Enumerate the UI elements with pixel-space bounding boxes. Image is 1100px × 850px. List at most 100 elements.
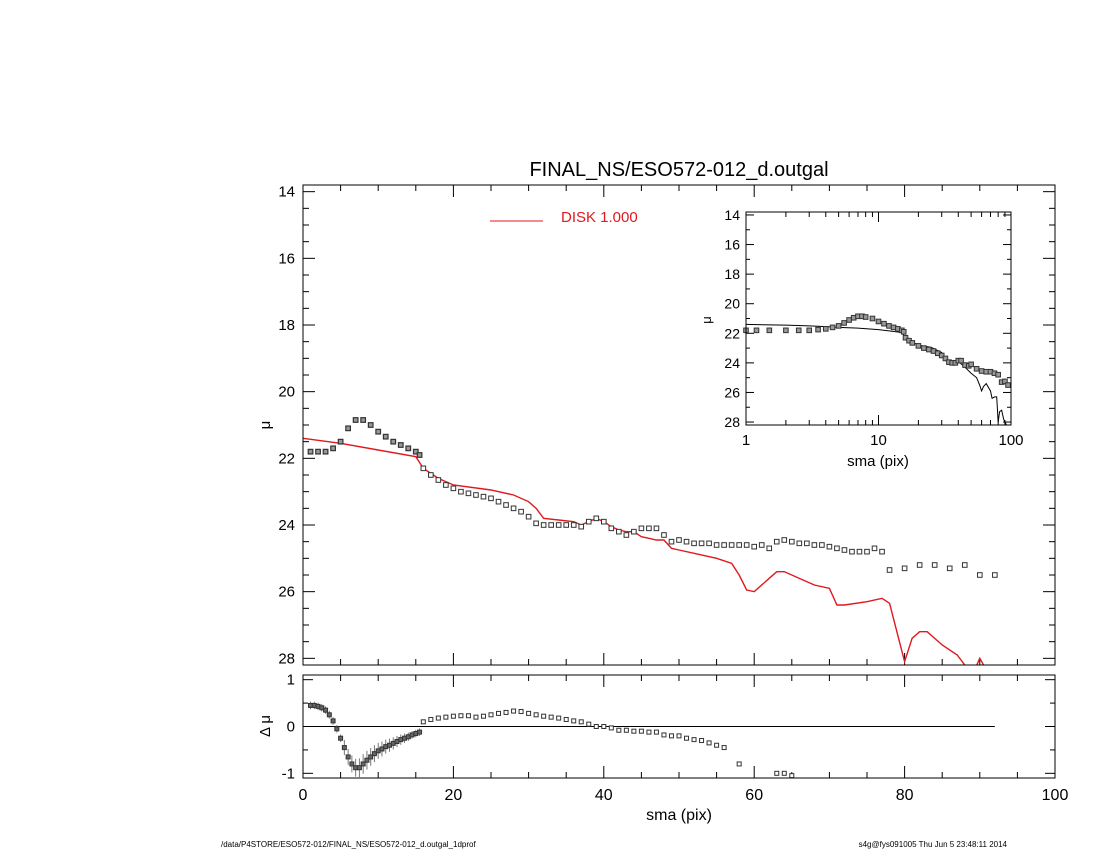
residual-point xyxy=(533,712,539,718)
profile-point xyxy=(465,490,472,497)
profile-point xyxy=(533,520,539,527)
residual-point xyxy=(638,728,644,734)
profile-point xyxy=(992,572,998,578)
profile-point xyxy=(495,498,502,505)
profile-point xyxy=(563,522,570,528)
residual-point xyxy=(488,712,494,718)
profile-point xyxy=(473,492,479,498)
profile-point xyxy=(871,545,878,552)
profile-point xyxy=(616,528,622,535)
residual-point xyxy=(706,740,712,746)
inset-profile-point xyxy=(815,326,821,333)
residual-point xyxy=(420,719,426,725)
profile-point xyxy=(736,542,742,548)
profile-point xyxy=(781,537,788,543)
main-y-tick-label: 24 xyxy=(278,517,295,534)
residual-point xyxy=(326,712,332,718)
residual-point xyxy=(360,761,366,767)
residual-point xyxy=(714,742,720,748)
inset-profile-point xyxy=(900,329,907,335)
profile-point xyxy=(668,538,675,545)
inset-profile-point xyxy=(806,327,813,334)
legend-label: DISK 1.000 xyxy=(561,209,638,226)
x-tick-label: 20 xyxy=(445,787,463,804)
residual-point xyxy=(563,716,569,722)
profile-point xyxy=(480,493,487,500)
profile-point xyxy=(623,532,630,538)
residual-plot-frame xyxy=(302,674,1056,779)
profile-point xyxy=(352,417,359,423)
profile-point xyxy=(488,495,494,502)
profile-point xyxy=(961,562,968,568)
inset-profile-point xyxy=(846,317,852,323)
inset-profile-point xyxy=(875,318,882,325)
inset-y-axis-label: μ xyxy=(699,316,714,324)
inset-profile-point xyxy=(915,343,922,349)
profile-point xyxy=(796,540,803,547)
residual-point xyxy=(601,724,607,729)
main-y-tick-label: 18 xyxy=(278,317,295,334)
inset-model-polyline xyxy=(746,323,1008,425)
residual-panel: 10-10 20 40 60 80 100 Δ μ sma (pix) xyxy=(257,672,1068,824)
inset-profile-point xyxy=(942,355,949,362)
x-tick-label: 60 xyxy=(745,787,763,804)
profile-point xyxy=(503,502,509,508)
profile-point xyxy=(525,513,532,520)
inset-profile-point xyxy=(886,323,892,329)
profile-point xyxy=(397,442,404,448)
profile-point xyxy=(653,525,660,532)
residual-point xyxy=(417,729,423,735)
x-tick-label: 40 xyxy=(595,787,613,804)
profile-point xyxy=(698,540,705,547)
inset-x-axis-label: sma (pix) xyxy=(847,453,909,470)
profile-point xyxy=(382,433,389,440)
residual-point xyxy=(556,715,562,721)
profile-point xyxy=(585,518,592,525)
inset-y-tick-label: 26 xyxy=(724,384,740,400)
inset-profile-point xyxy=(978,368,985,374)
profile-point xyxy=(721,542,727,548)
profile-point xyxy=(773,538,780,545)
profile-point xyxy=(879,548,885,555)
main-y-tick-label: 22 xyxy=(278,450,295,467)
residual-point xyxy=(578,719,584,725)
inset-profile-point xyxy=(829,324,836,331)
residual-y-axis-label: Δ μ xyxy=(257,715,274,737)
inset-profile-point xyxy=(973,365,980,372)
main-y-tick-label: 14 xyxy=(278,184,295,201)
inset-ticks: 14 16 18 20 22 24 26 281 10 100 xyxy=(724,207,1023,449)
inset-panel: 14 16 18 20 22 24 26 281 10 100 sma (pix) μ xyxy=(699,207,1024,470)
residual-point xyxy=(586,721,592,727)
residual-point xyxy=(334,726,340,732)
residual-point xyxy=(323,707,329,713)
profile-point xyxy=(758,542,765,548)
inset-profile-point xyxy=(902,334,909,341)
profile-point xyxy=(405,445,412,452)
profile-point xyxy=(555,522,562,528)
profile-point xyxy=(804,540,810,547)
profile-point xyxy=(458,488,464,495)
profile-point xyxy=(570,522,577,528)
main-panel: FINAL_NS/ESO572-012_d.outgal 14 16 18 20 22 2… xyxy=(257,159,1056,667)
residual-point xyxy=(503,709,509,715)
profile-point xyxy=(631,528,637,535)
inset-y-tick-label: 16 xyxy=(724,237,740,253)
profile-point xyxy=(646,525,652,532)
residual-point xyxy=(330,718,336,724)
residual-point xyxy=(368,754,374,760)
inset-background xyxy=(746,212,1011,425)
profile-point xyxy=(864,548,870,555)
profile-point xyxy=(638,525,645,532)
residual-point xyxy=(736,761,742,767)
residual-point xyxy=(631,728,637,734)
inset-y-tick-label: 24 xyxy=(724,355,740,371)
inset-profile-point xyxy=(909,340,916,346)
profile-point xyxy=(789,538,795,545)
profile-point xyxy=(856,548,863,555)
residual-point xyxy=(541,713,547,719)
profile-point xyxy=(416,452,423,458)
inset-profile-point xyxy=(958,357,964,364)
profile-point xyxy=(743,542,750,548)
residual-point xyxy=(338,735,344,741)
